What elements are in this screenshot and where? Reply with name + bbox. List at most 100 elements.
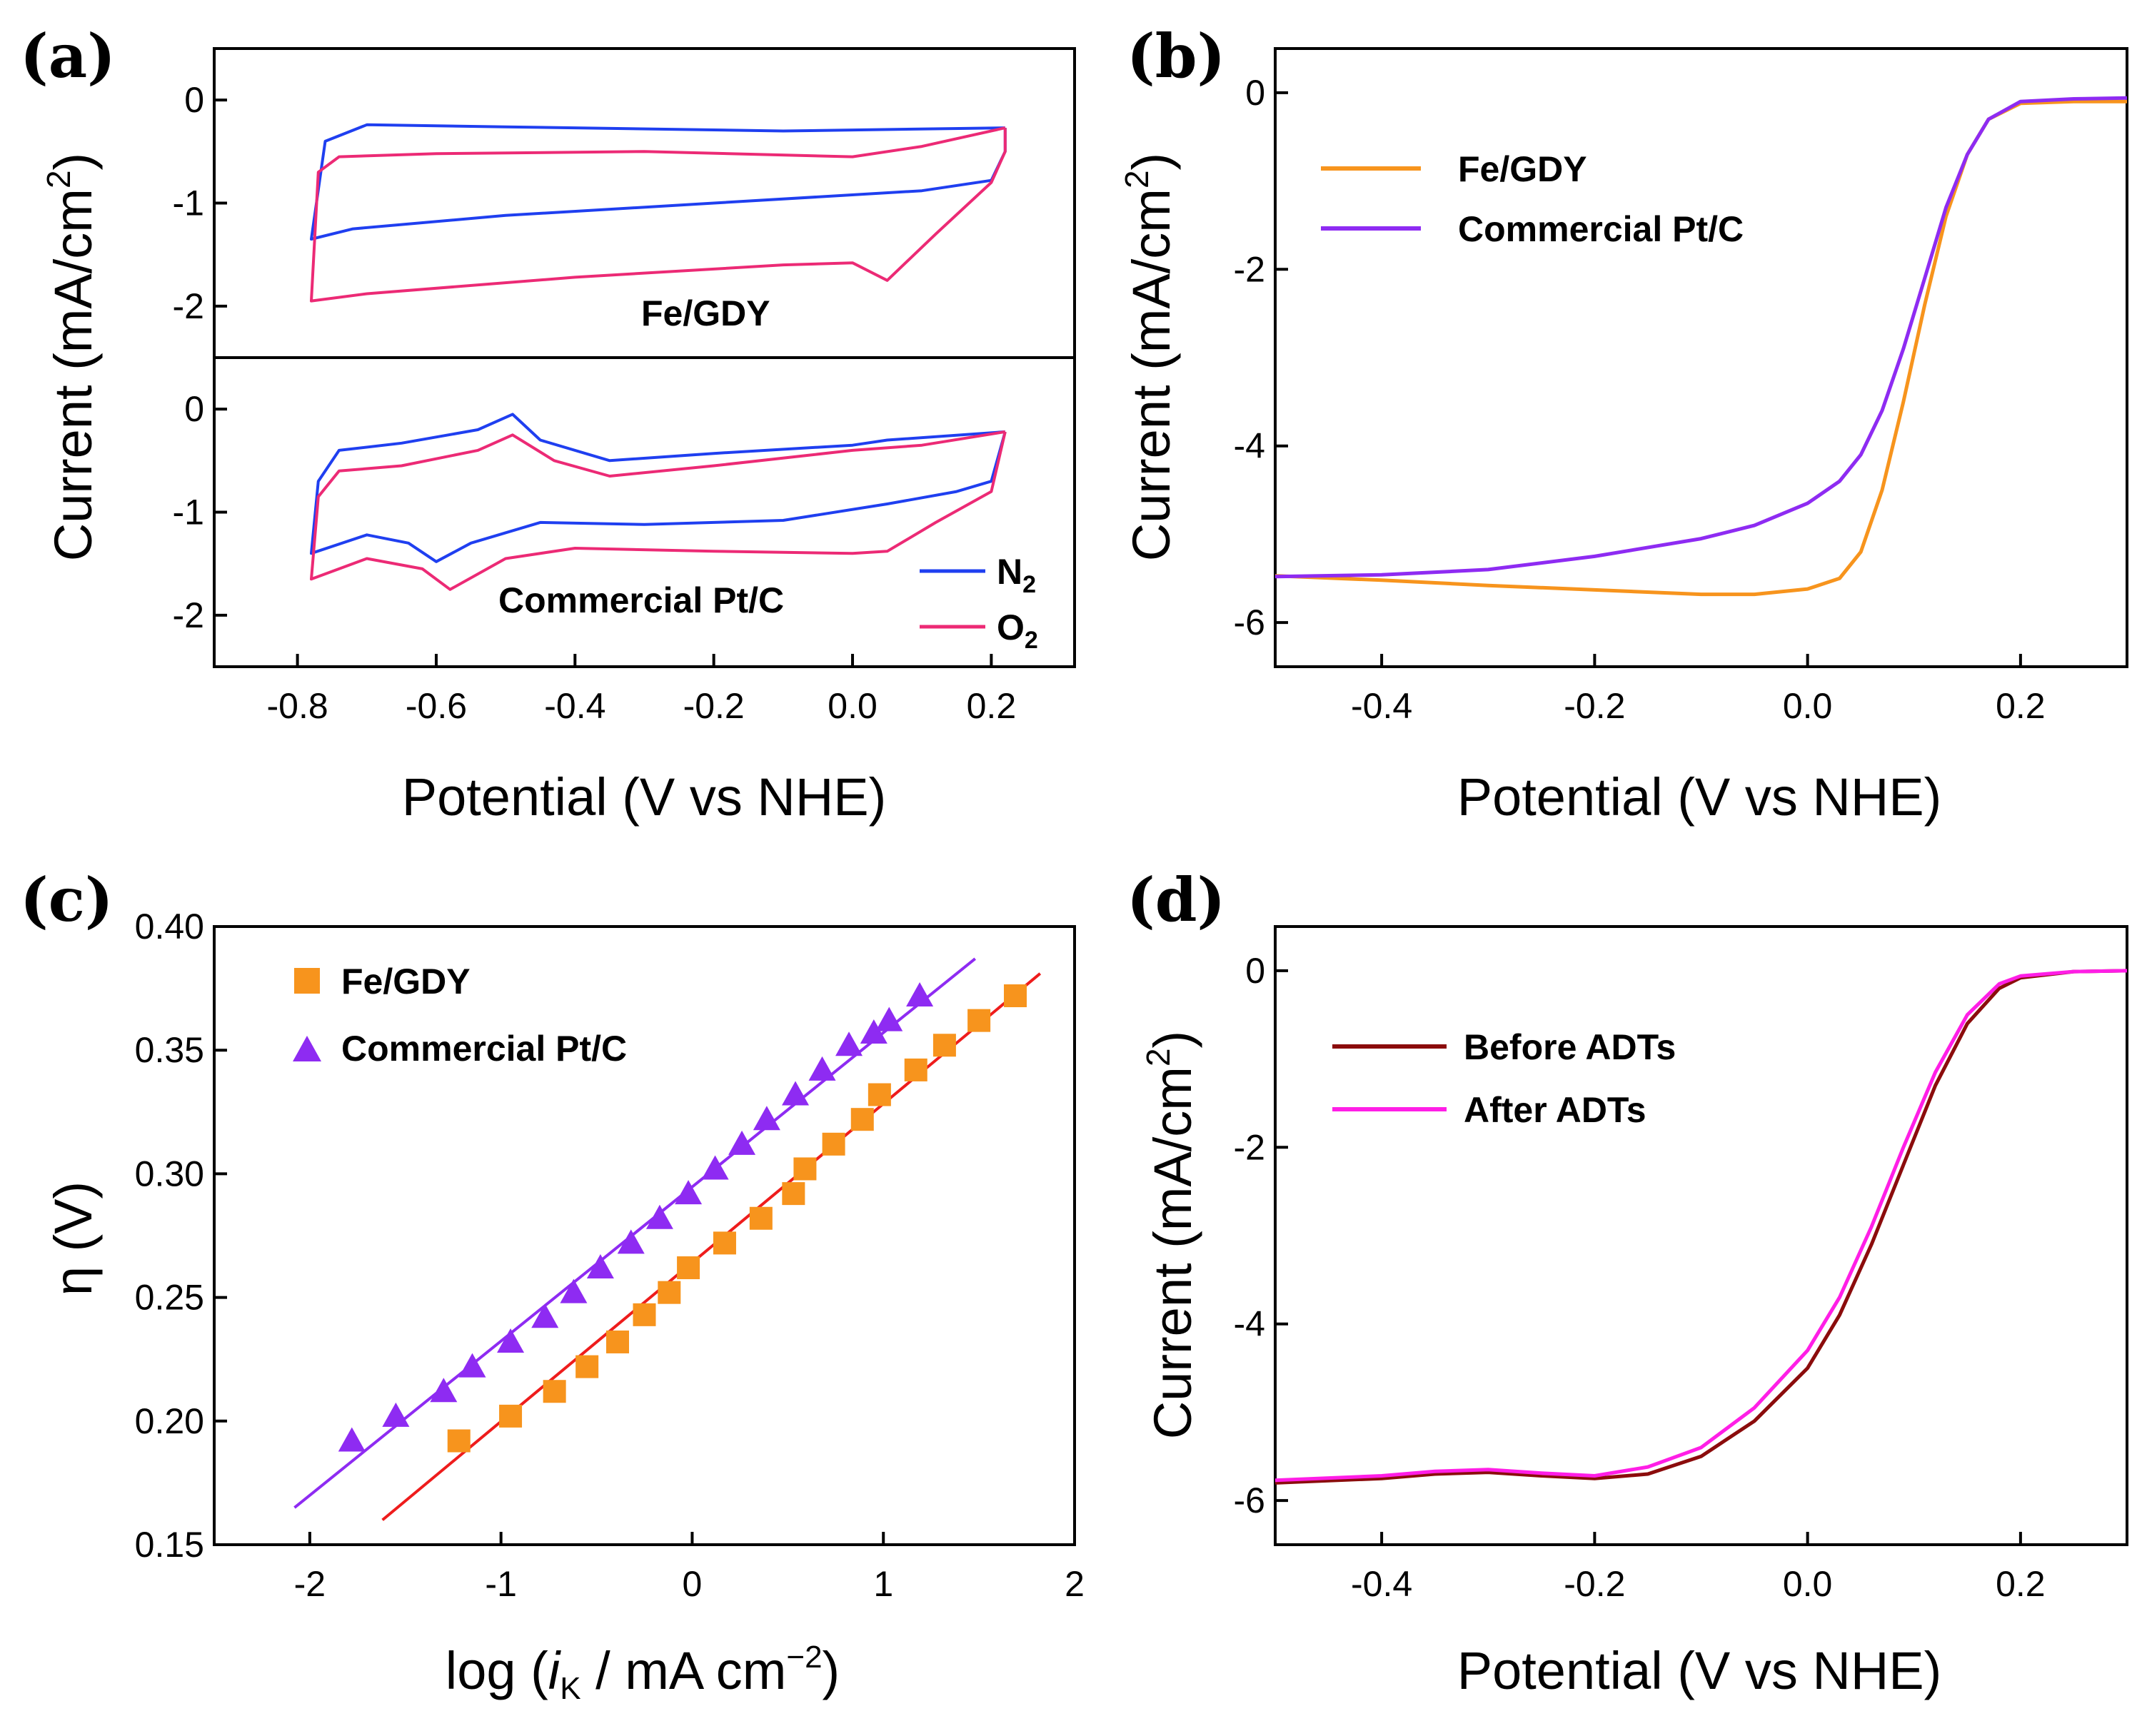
panel-b-frame <box>1274 47 2128 668</box>
panel-d-legend-before-label: Before ADTs <box>1464 1027 1676 1067</box>
panel-a-label: (a) <box>20 21 116 91</box>
panel-a-ptc-o2-curve <box>310 430 1007 591</box>
panel-c-ptc-point <box>753 1106 780 1131</box>
panel-c-fegdy-point <box>749 1206 773 1230</box>
panel-b-xtick-label: 0.2 <box>1996 686 2046 726</box>
panel-a-bottom-ytick-label: 0 <box>184 389 204 429</box>
panel-c-legend-ptc-marker <box>293 1036 321 1061</box>
panel-c-ytick-label: 0.35 <box>135 1030 204 1070</box>
panel-d-ylabel: Current (mA/cm2) <box>1140 1031 1202 1439</box>
panel-c-ylabel: η (V) <box>44 1181 103 1296</box>
panel-b-ytick-label: -2 <box>1234 249 1265 289</box>
panel-c-fegdy-point <box>822 1132 845 1156</box>
panel-c-ytick-label: 0.20 <box>135 1401 204 1441</box>
panel-c-ytick-label: 0.25 <box>135 1278 204 1318</box>
panel-c-xtick-label: 1 <box>873 1564 893 1604</box>
panel-d-xtick-label: -0.2 <box>1564 1564 1625 1604</box>
panel-a-xtick-label: 0.2 <box>967 686 1017 726</box>
panel-d-legend-after-label: After ADTs <box>1464 1090 1646 1130</box>
panel-c-ytick-label: 0.30 <box>135 1154 204 1194</box>
panel-c-fegdy-point <box>499 1404 523 1428</box>
panel-b-ytick-label: -4 <box>1234 426 1265 466</box>
panel-c-fegdy-point <box>782 1182 805 1206</box>
panel-c-points <box>338 981 1027 1453</box>
panel-c-ptc-point <box>728 1130 756 1155</box>
panel-c-ptc-point <box>782 1081 810 1106</box>
panel-c-xlabel: log (iK / mA cm−2) <box>446 1640 840 1706</box>
panel-c-ptc-point <box>497 1328 525 1353</box>
panel-b-xtick-label: -0.2 <box>1564 686 1625 726</box>
panel-d-frame <box>1274 925 2128 1546</box>
panel-c-ptc-point <box>860 1019 888 1044</box>
panel-b-label: (b) <box>1127 21 1225 91</box>
panel-a-fegdy-n2-curve <box>310 123 1007 241</box>
panel-c-ptc-point <box>382 1402 410 1427</box>
panel-b-ytick-label: -6 <box>1234 602 1265 642</box>
panel-c-fegdy-point <box>658 1281 681 1304</box>
panel-a-fegdy-o2-curve <box>310 126 1007 303</box>
panel-c-fegdy-point <box>606 1330 630 1353</box>
panel-b-fegdy-curve <box>1274 99 2127 597</box>
panel-c-fegdy-point <box>850 1108 874 1131</box>
panel-b-legend-ptc-label: Commercial Pt/C <box>1458 209 1744 249</box>
panel-c-legend-ptc-label: Commercial Pt/C <box>341 1029 627 1069</box>
panel-a-xtick-label: -0.2 <box>683 686 745 726</box>
panel-a-top-subplot-label: Fe/GDY <box>641 293 770 333</box>
panel-a-ylabel: Current (mA/cm2) <box>40 153 103 561</box>
panel-a-bottom-ytick-label: -2 <box>173 595 204 635</box>
panel-c-ptc-point <box>586 1254 614 1279</box>
panel-c-fegdy-fit-line <box>381 972 1042 1521</box>
panel-c-xtick-label: -1 <box>485 1564 516 1604</box>
panel-c-ptc-point <box>906 981 934 1006</box>
panel-c-fegdy-point <box>932 1034 956 1057</box>
panel-d-xlabel: Potential (V vs NHE) <box>1457 1641 1942 1700</box>
panel-d: (d) 0 -2 -4 -6 -0.4 -0.2 0.0 0.2 Before … <box>1127 864 2128 1700</box>
panel-a-bottom-subplot-label: Commercial Pt/C <box>498 580 784 620</box>
panel-c-ptc-point <box>645 1204 673 1229</box>
panel-a-xlabel: Potential (V vs NHE) <box>402 767 887 827</box>
panel-a-top-ytick-label: -1 <box>173 183 204 223</box>
panel-b-legend-fegdy-label: Fe/GDY <box>1458 149 1587 189</box>
panel-c-fegdy-point <box>677 1256 700 1280</box>
panel-a-legend-n2-label: N2 <box>997 552 1036 598</box>
panel-c-ptc-point <box>875 1006 903 1031</box>
panel-a-bottom-ytick-label: -1 <box>173 493 204 533</box>
panel-d-ytick-label: -4 <box>1234 1304 1265 1344</box>
panel-d-ytick-label: -2 <box>1234 1127 1265 1167</box>
panel-c-ptc-point <box>458 1353 486 1378</box>
panel-d-ytick-label: -6 <box>1234 1480 1265 1520</box>
panel-c-label: (c) <box>20 864 114 935</box>
panel-d-xtick-label: -0.4 <box>1351 1564 1412 1604</box>
panel-c-ytick-label: 0.15 <box>135 1525 204 1565</box>
panel-b-xlabel: Potential (V vs NHE) <box>1457 767 1942 827</box>
panel-c-ptc-point <box>617 1229 645 1254</box>
panel-c-xtick-label: 2 <box>1065 1564 1085 1604</box>
panel-c-frame <box>213 925 1076 1546</box>
panel-a-legend-o2-label: O2 <box>997 607 1038 654</box>
panel-a-top-ytick-label: -2 <box>173 286 204 326</box>
panel-c-ptc-point <box>675 1180 703 1205</box>
panel-c-ptc-fit-line <box>293 957 977 1509</box>
panel-d-xtick-label: 0.0 <box>1783 1564 1833 1604</box>
panel-a-xtick-label: -0.8 <box>267 686 328 726</box>
panel-b-ytick-label: 0 <box>1245 73 1265 113</box>
panel-c-fegdy-point <box>447 1429 471 1453</box>
panel-c-fegdy-point <box>1003 984 1027 1007</box>
panel-c-fegdy-point <box>793 1157 817 1181</box>
panel-b: (b) 0 -2 -4 -6 -0.4 -0.2 0.0 0.2 Fe/GDY … <box>1118 21 2128 827</box>
panel-b-ylabel: Current (mA/cm2) <box>1118 153 1181 561</box>
panel-c-fegdy-point <box>713 1231 736 1255</box>
panel-b-xtick-label: -0.4 <box>1351 686 1412 726</box>
panel-c-ptc-point <box>835 1031 863 1056</box>
panel-d-before-adts-curve <box>1274 969 2128 1485</box>
panel-c-xtick-label: -2 <box>294 1564 326 1604</box>
panel-c-ytick-label: 0.40 <box>135 907 204 947</box>
panel-d-label: (d) <box>1127 864 1225 935</box>
panel-c-fegdy-point <box>967 1009 991 1032</box>
panel-a-xtick-label: -0.4 <box>544 686 605 726</box>
panel-a-xtick-label: -0.6 <box>406 686 467 726</box>
panel-c-ptc-point <box>701 1155 729 1180</box>
panel-d-ytick-label: 0 <box>1245 951 1265 991</box>
panel-c-ptc-point <box>808 1056 836 1081</box>
